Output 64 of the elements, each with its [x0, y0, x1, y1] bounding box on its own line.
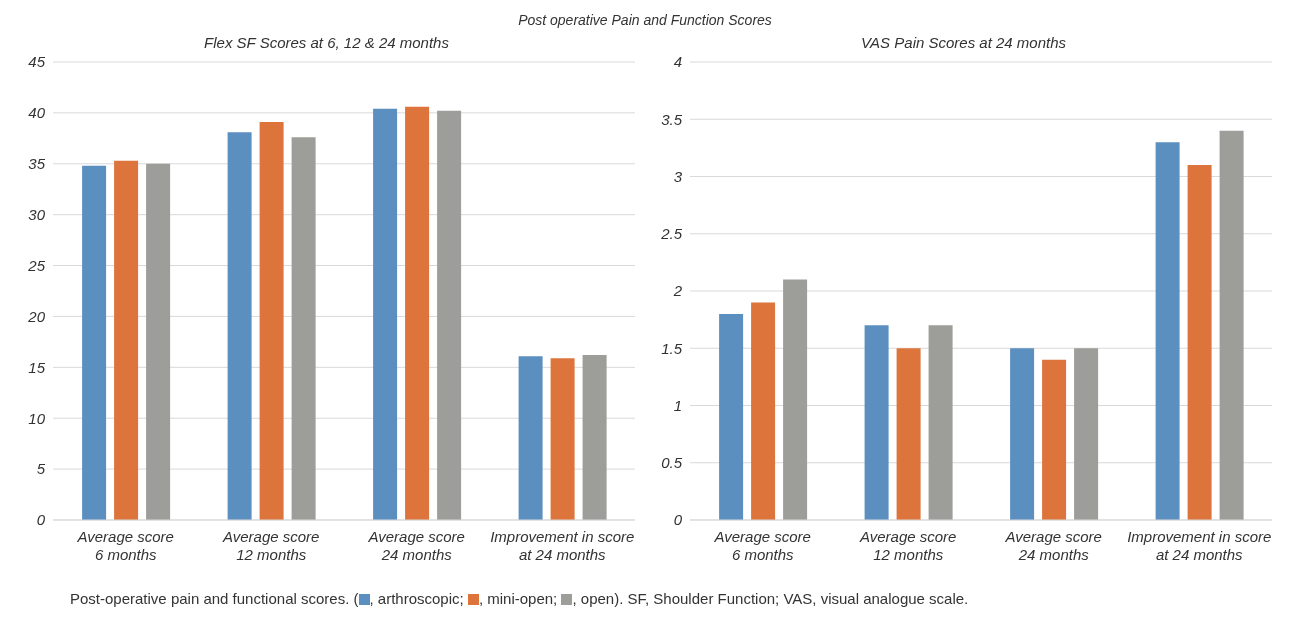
bar	[227, 132, 252, 520]
chart-title: VAS Pain Scores at 24 months	[860, 34, 1067, 51]
bar	[1219, 130, 1244, 520]
y-tick-label: 2.5	[660, 225, 683, 243]
bar	[582, 355, 607, 520]
bar	[114, 160, 139, 520]
y-tick-label: 0	[36, 511, 46, 529]
y-tick-label: 3	[673, 167, 683, 185]
bar	[864, 325, 889, 520]
x-tick-label: Improvement in score at 24 months	[490, 528, 635, 563]
x-tick-label: Improvement in score at 24 months	[1127, 528, 1272, 563]
x-tick-label: Average score 6 months	[76, 528, 174, 563]
bar	[437, 110, 462, 520]
bar	[550, 358, 575, 520]
bar	[1010, 348, 1035, 520]
bar	[405, 106, 430, 520]
text: ;	[459, 590, 464, 607]
x-tick-label: Average score 24 months	[1004, 528, 1102, 563]
y-tick-label: 1	[673, 396, 682, 414]
bar	[259, 122, 284, 520]
bar	[291, 137, 316, 520]
y-tick-label: 0	[673, 511, 683, 529]
y-tick-label: 25	[27, 256, 46, 274]
y-tick-label: 10	[28, 409, 46, 427]
bar	[1155, 142, 1180, 520]
x-tick-label: Average score 6 months	[713, 528, 811, 563]
legend-label: mini-open	[487, 590, 554, 607]
y-tick-label: 45	[28, 53, 46, 71]
y-tick-label: 40	[28, 104, 46, 122]
text: Post-operative pain and functional scores. (	[70, 590, 359, 607]
x-tick-label: Average score 12 months	[859, 528, 957, 563]
text: Post operative Pain and Function Scores	[517, 11, 773, 30]
bar	[373, 108, 398, 520]
text: ,	[369, 590, 374, 607]
bar	[928, 325, 953, 520]
bar	[783, 279, 808, 520]
y-tick-label: 20	[27, 307, 46, 325]
bar	[1074, 348, 1099, 520]
bar	[518, 356, 543, 520]
y-tick-label: 2	[672, 282, 683, 300]
y-tick-label: 35	[28, 155, 46, 173]
y-tick-label: 4	[673, 53, 682, 71]
bar	[82, 165, 107, 520]
text: ;	[553, 590, 558, 607]
bar	[719, 313, 744, 520]
legend-label: arthroscopic	[377, 590, 460, 607]
bar	[1187, 165, 1212, 520]
x-tick-label: Average score 24 months	[367, 528, 465, 563]
bar	[751, 302, 776, 520]
bar	[146, 163, 171, 520]
y-tick-label: 3.5	[661, 110, 683, 128]
chart-title: Flex SF Scores at 6, 12 & 24 months	[204, 34, 449, 51]
bar	[1042, 359, 1067, 520]
legend-label: open	[580, 590, 615, 607]
x-tick-label: Average score 12 months	[222, 528, 320, 563]
y-tick-label: 1.5	[661, 339, 683, 357]
text: ,	[572, 590, 577, 607]
y-tick-label: 15	[28, 358, 46, 376]
text: ). SF, Shoulder Function; VAS, visual analogue scale.	[614, 590, 969, 607]
y-tick-label: 0.5	[661, 454, 683, 472]
y-tick-label: 5	[36, 460, 46, 478]
text: ,	[478, 590, 484, 607]
y-tick-label: 30	[28, 205, 46, 223]
bar	[896, 348, 921, 520]
